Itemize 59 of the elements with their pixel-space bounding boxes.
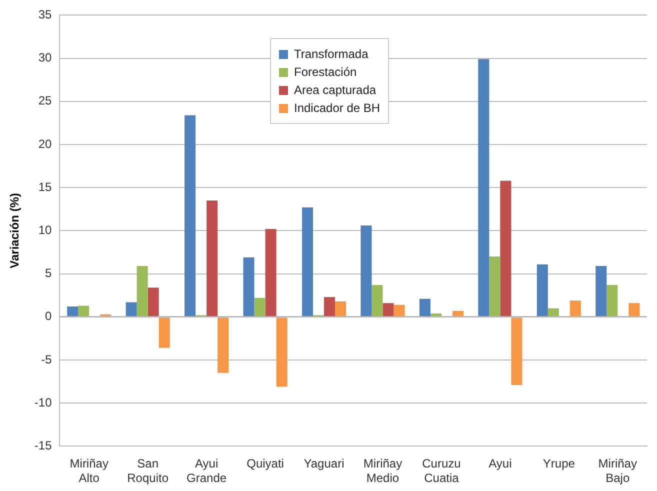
bar [548,308,559,316]
x-tick-label: Yrupe [542,456,576,471]
bar [511,318,522,385]
bar [382,303,394,316]
y-tick-label: 5 [45,266,52,280]
y-axis-title: Variación (%) [8,193,22,268]
bar [606,285,618,316]
y-tick-label: -10 [34,395,52,410]
y-tick-label: 20 [38,136,52,151]
x-tick-label: Miriñay Alto [70,456,108,486]
y-tick-label: 30 [38,50,52,65]
bar [67,306,78,316]
bar [254,298,266,316]
bar [136,266,148,316]
bar [419,298,430,316]
bar [360,226,372,316]
x-tick-label: Miriñay Bajo [598,456,637,486]
bar [570,300,581,316]
bar [265,228,276,316]
x-tick-label: Ayui Grande [186,456,227,486]
x-tick-label: Yaguari [304,456,344,471]
x-tick-label: Quiyati [246,456,284,471]
bar [276,318,288,387]
bar [500,180,512,316]
bar [148,288,159,316]
bar [158,318,170,348]
legend-label: Forestación [294,65,357,79]
x-tick-label: Ayui [488,456,512,471]
bar [78,306,90,316]
y-tick-label: 10 [38,223,52,238]
legend-label: Area capturada [294,83,376,97]
legend-label: Indicador de BH [294,101,380,115]
y-tick-label: -15 [34,438,52,453]
x-tick-label: San Roquito [127,456,169,486]
legend-label: Transformada [294,47,368,61]
bar [324,297,336,316]
y-tick-label: 15 [38,180,52,194]
bar [628,303,640,316]
bar [372,285,383,316]
y-tick-label: -5 [41,352,52,366]
bar [394,304,405,316]
bar [335,301,346,316]
bar [536,264,548,316]
x-tick-label: Curuzu Cuatia [422,456,461,486]
y-tick-label: 35 [38,8,52,22]
bar [206,200,218,316]
bar [430,313,442,316]
bar [243,257,254,316]
bar [302,207,313,316]
bar [596,266,607,316]
bar [126,302,137,316]
y-tick-label: 0 [45,309,52,324]
bar [478,59,490,316]
y-tick-label: 25 [38,94,52,108]
bar [489,256,500,316]
bar [452,310,464,316]
bar [218,318,229,373]
bar [184,115,196,316]
x-tick-label: Miriñay Medio [363,456,402,486]
